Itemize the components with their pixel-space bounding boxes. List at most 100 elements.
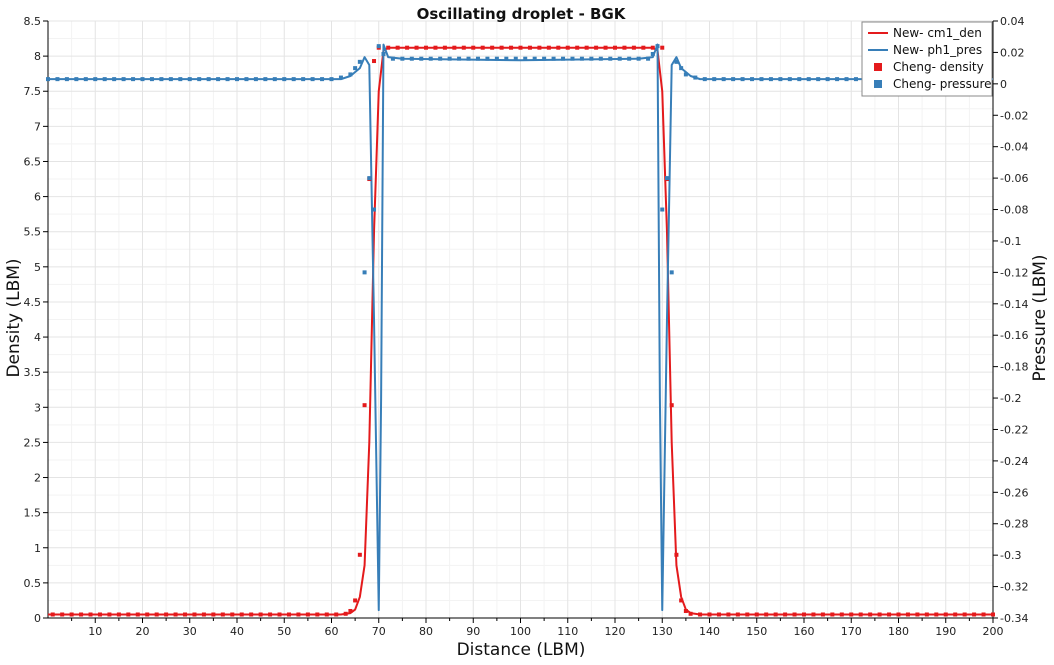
y2-axis-label: Pressure (LBM) <box>1030 254 1050 381</box>
scatter-point-cheng-density <box>650 45 655 50</box>
x-tick-label: 180 <box>888 625 909 638</box>
y-tick-label: 2 <box>34 472 41 485</box>
scatter-point-cheng-density <box>509 45 514 50</box>
scatter-point-cheng-density <box>915 612 920 617</box>
scatter-point-cheng-density <box>334 612 339 617</box>
scatter-point-cheng-density <box>324 612 329 617</box>
scatter-point-cheng-density <box>405 45 410 50</box>
x-tick-label: 30 <box>183 625 197 638</box>
scatter-point-cheng-pressure <box>367 176 372 181</box>
y-tick-label: 6 <box>34 191 41 204</box>
scatter-point-cheng-density <box>660 45 665 50</box>
scatter-point-cheng-density <box>868 612 873 617</box>
scatter-point-cheng-density <box>286 612 291 617</box>
y-tick-label: 1 <box>34 542 41 555</box>
scatter-point-cheng-density <box>154 612 159 617</box>
scatter-point-cheng-density <box>896 612 901 617</box>
x-axis-label: Distance (LBM) <box>457 640 586 660</box>
scatter-point-cheng-pressure <box>216 77 221 82</box>
scatter-point-cheng-pressure <box>46 77 50 82</box>
scatter-point-cheng-pressure <box>669 270 674 275</box>
scatter-point-cheng-density <box>924 612 929 617</box>
scatter-point-cheng-pressure <box>235 77 239 82</box>
y2-tick-label: -0.28 <box>1000 518 1028 531</box>
scatter-point-cheng-density <box>201 612 206 617</box>
x-tick-label: 90 <box>466 625 480 638</box>
y2-tick-label: -0.06 <box>1000 172 1028 185</box>
scatter-point-cheng-pressure <box>712 77 717 82</box>
y-tick-label: 2.5 <box>24 436 42 449</box>
scatter-point-cheng-density <box>50 612 55 617</box>
y2-tick-label: -0.24 <box>1000 455 1028 468</box>
scatter-point-cheng-density <box>343 611 348 616</box>
x-tick-label: 110 <box>557 625 578 638</box>
legend-entry-label: New- ph1_pres <box>893 43 982 57</box>
scatter-point-cheng-density <box>735 612 740 617</box>
scatter-point-cheng-density <box>362 403 367 408</box>
scatter-point-cheng-density <box>305 612 310 617</box>
y2-tick-label: -0.26 <box>1000 486 1028 499</box>
y2-tick-label: 0.04 <box>1000 15 1025 28</box>
scatter-point-cheng-pressure <box>835 77 840 82</box>
y2-tick-label: -0.12 <box>1000 266 1028 279</box>
scatter-point-cheng-pressure <box>438 56 443 61</box>
y-tick-label: 7 <box>34 120 41 133</box>
scatter-point-cheng-density <box>353 598 358 603</box>
scatter-point-cheng-density <box>594 45 599 50</box>
scatter-point-cheng-density <box>107 612 112 617</box>
scatter-point-cheng-pressure <box>561 56 566 61</box>
scatter-point-cheng-density <box>230 612 235 617</box>
scatter-point-cheng-pressure <box>168 77 173 82</box>
scatter-point-cheng-density <box>490 45 495 50</box>
x-tick-label: 150 <box>746 625 767 638</box>
scatter-point-cheng-density <box>183 612 188 617</box>
scatter-point-cheng-pressure <box>457 56 462 61</box>
scatter-point-cheng-density <box>631 45 636 50</box>
scatter-point-cheng-density <box>357 552 362 557</box>
scatter-point-cheng-pressure <box>768 77 773 82</box>
scatter-point-cheng-pressure <box>362 270 367 275</box>
scatter-point-cheng-pressure <box>253 77 258 82</box>
y2-tick-label: -0.2 <box>1000 392 1021 405</box>
scatter-point-cheng-density <box>277 612 282 617</box>
scatter-point-cheng-pressure <box>513 56 518 61</box>
scatter-point-cheng-pressure <box>149 77 154 82</box>
y-tick-label: 8 <box>34 50 41 63</box>
scatter-point-cheng-pressure <box>485 56 490 61</box>
scatter-point-cheng-density <box>480 45 485 50</box>
scatter-point-cheng-pressure <box>381 51 386 56</box>
x-tick-label: 160 <box>794 625 815 638</box>
scatter-point-cheng-pressure <box>64 77 69 82</box>
scatter-point-cheng-density <box>745 612 750 617</box>
y2-tick-label: -0.32 <box>1000 581 1028 594</box>
scatter-point-cheng-density <box>372 59 377 64</box>
scatter-point-cheng-pressure <box>112 77 117 82</box>
scatter-point-cheng-pressure <box>844 77 849 82</box>
y-tick-label: 0 <box>34 612 41 625</box>
series-line-new-ph1-pres <box>48 43 993 612</box>
x-tick-label: 140 <box>699 625 720 638</box>
scatter-point-cheng-pressure <box>348 72 353 77</box>
scatter-point-cheng-density <box>716 612 721 617</box>
scatter-point-cheng-pressure <box>679 66 684 71</box>
chart-title: Oscillating droplet - BGK <box>417 5 627 23</box>
scatter-point-cheng-density <box>981 612 986 617</box>
scatter-point-cheng-pressure <box>178 77 183 82</box>
y2-tick-label: -0.08 <box>1000 204 1028 217</box>
scatter-point-cheng-density <box>674 552 679 557</box>
y-tick-label: 0.5 <box>24 577 42 590</box>
scatter-point-cheng-density <box>442 45 447 50</box>
scatter-point-cheng-pressure <box>787 77 792 82</box>
scatter-point-cheng-density <box>348 608 353 613</box>
scatter-point-cheng-density <box>60 612 65 617</box>
scatter-point-cheng-pressure <box>579 56 584 61</box>
scatter-point-cheng-density <box>972 612 977 617</box>
scatter-point-cheng-density <box>145 612 150 617</box>
scatter-point-cheng-pressure <box>627 56 632 61</box>
scatter-point-cheng-density <box>688 611 693 616</box>
scatter-point-cheng-density <box>773 612 778 617</box>
scatter-point-cheng-pressure <box>778 77 783 82</box>
scatter-point-cheng-pressure <box>504 56 509 61</box>
x-tick-label: 70 <box>372 625 386 638</box>
y-axis-label: Density (LBM) <box>4 258 24 377</box>
